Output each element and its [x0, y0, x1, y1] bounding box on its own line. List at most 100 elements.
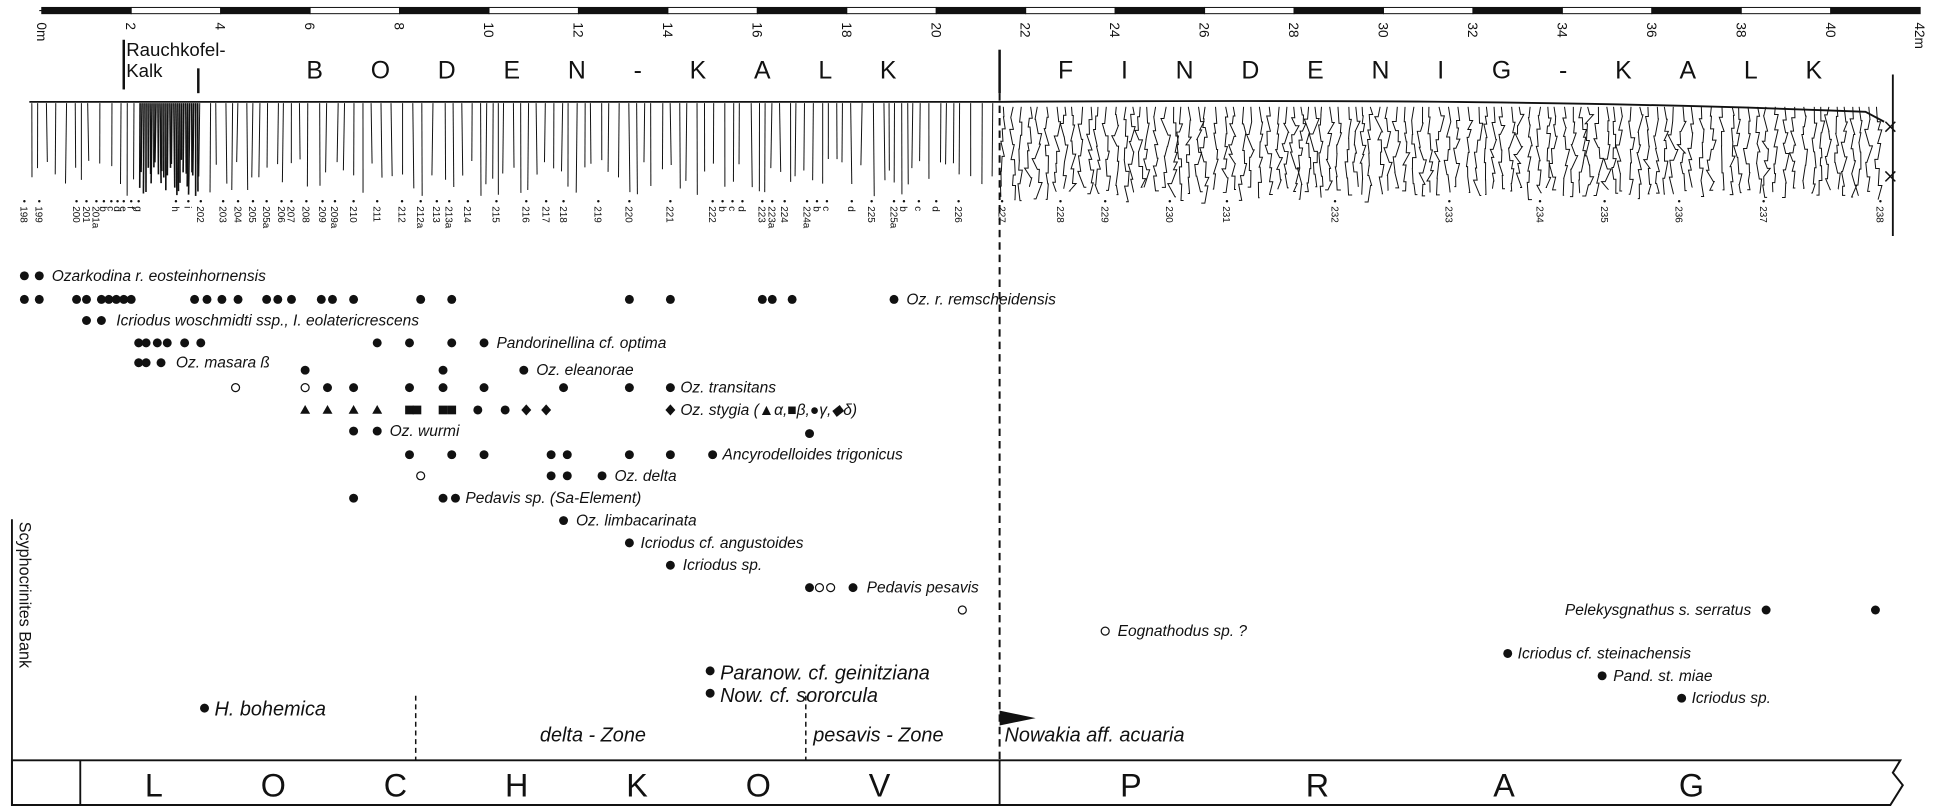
- bed-line: [1168, 107, 1179, 197]
- taxon-occurrence: [417, 472, 425, 480]
- figure: 0m24681012141618202224262830323436384042…: [0, 0, 1952, 810]
- bed-line: [237, 103, 238, 162]
- taxon-occurrence: [349, 405, 359, 414]
- taxon-label: Icriodus sp.: [1692, 690, 1771, 707]
- bed-line: [1247, 107, 1255, 187]
- bed-line: [453, 103, 454, 187]
- bed-line: [1375, 107, 1384, 194]
- sample-label: 228: [1054, 206, 1065, 223]
- bed-line: [391, 103, 392, 176]
- sample-dot: [1059, 200, 1061, 202]
- taxon-occurrence: [301, 384, 309, 392]
- bed-line: [171, 103, 172, 164]
- sample-dot: [1539, 200, 1541, 202]
- sample-dot: [1334, 200, 1336, 202]
- bed-line: [513, 103, 514, 168]
- taxon-occurrence: [1598, 671, 1607, 680]
- scale-label: 38: [1733, 22, 1748, 37]
- bed-line: [432, 103, 433, 175]
- taxon-occurrence: [217, 295, 226, 304]
- bed-line: [1802, 107, 1808, 188]
- bed-line: [992, 103, 993, 176]
- taxon-occurrence: [1101, 627, 1109, 635]
- scale-label: 16: [749, 22, 764, 37]
- sample-dot: [851, 200, 853, 202]
- bed-line: [381, 103, 382, 177]
- bed-line: [1719, 107, 1724, 190]
- bed-line: [1841, 107, 1847, 196]
- taxon-occurrence: [447, 406, 456, 415]
- taxon-occurrence: [805, 429, 814, 438]
- sample-dot: [467, 200, 469, 202]
- bed-line: [1782, 107, 1789, 198]
- taxon-occurrence: [501, 405, 510, 414]
- taxon-label: Oz. wurmi: [390, 423, 460, 440]
- scale-segment: [1741, 7, 1830, 13]
- taxon-occurrence: [815, 584, 823, 592]
- taxon-label: Oz. transitans: [680, 380, 776, 397]
- sample-label: 220: [623, 206, 634, 223]
- taxon-occurrence: [439, 406, 448, 415]
- taxon-occurrence: [413, 406, 422, 415]
- scale-segment: [1473, 7, 1562, 13]
- sample-dot: [903, 200, 905, 202]
- sample-label: 234: [1533, 206, 1544, 223]
- taxon-occurrence: [665, 404, 675, 415]
- taxon-occurrence: [958, 606, 966, 614]
- bed-line: [1290, 107, 1300, 192]
- bed-line: [1018, 107, 1022, 201]
- bed-line: [178, 103, 179, 191]
- taxon-occurrence: [349, 427, 358, 436]
- bed-line: [1319, 107, 1323, 197]
- bed-line: [160, 103, 161, 183]
- sample-dot: [826, 200, 828, 202]
- bed-line: [1060, 107, 1068, 189]
- taxon-occurrence: [317, 295, 326, 304]
- scale-label: 6: [302, 22, 317, 30]
- bed-line: [1744, 107, 1751, 190]
- sample-dot: [761, 200, 763, 202]
- bed-line: [1112, 107, 1119, 195]
- bed-line: [1195, 107, 1204, 192]
- bed-line: [1444, 107, 1451, 192]
- bed-line: [1094, 107, 1101, 194]
- sample-label: 208: [300, 206, 311, 223]
- bed-line: [1258, 107, 1262, 198]
- nowakia-flag: [1000, 711, 1036, 726]
- bed-line: [1032, 107, 1042, 199]
- taxon-label: Oz. stygia (▲α,■β,●γ,◆δ): [680, 402, 857, 419]
- sample-dot: [1603, 200, 1605, 202]
- bed-line: [337, 103, 338, 162]
- taxon-occurrence: [519, 366, 528, 375]
- taxon-occurrence: [708, 450, 717, 459]
- bed-line: [216, 103, 217, 165]
- bed-line: [686, 103, 687, 181]
- taxon-occurrence: [473, 405, 482, 414]
- taxon-label: Pandorinellina cf. optima: [496, 335, 666, 352]
- bed-line: [46, 103, 47, 162]
- bed-line: [1499, 107, 1505, 189]
- taxon-occurrence: [373, 427, 382, 436]
- scale-segment: [221, 7, 310, 13]
- bed-line: [618, 103, 619, 177]
- taxon-occurrence: [416, 295, 425, 304]
- scale-label: 18: [839, 22, 854, 37]
- sample-dot: [187, 200, 189, 202]
- sample-dot: [75, 200, 77, 202]
- taxon-occurrence: [196, 338, 205, 347]
- taxon-occurrence: [127, 295, 136, 304]
- scale-label: 40: [1823, 22, 1838, 38]
- taxon-label: Oz. eleanorae: [536, 362, 634, 379]
- taxon-occurrence: [788, 295, 797, 304]
- taxon-occurrence: [373, 338, 382, 347]
- bed-line: [637, 103, 638, 194]
- taxon-occurrence: [447, 450, 456, 459]
- taxon-occurrence: [349, 383, 358, 392]
- bed-line: [771, 103, 772, 168]
- macrofossil-label: H. bohemica: [214, 699, 326, 721]
- bed-line: [1454, 107, 1460, 187]
- taxon-occurrence: [563, 450, 572, 459]
- sample-dot: [918, 200, 920, 202]
- sample-label: 209: [316, 206, 327, 223]
- sample-label: 218: [557, 206, 568, 223]
